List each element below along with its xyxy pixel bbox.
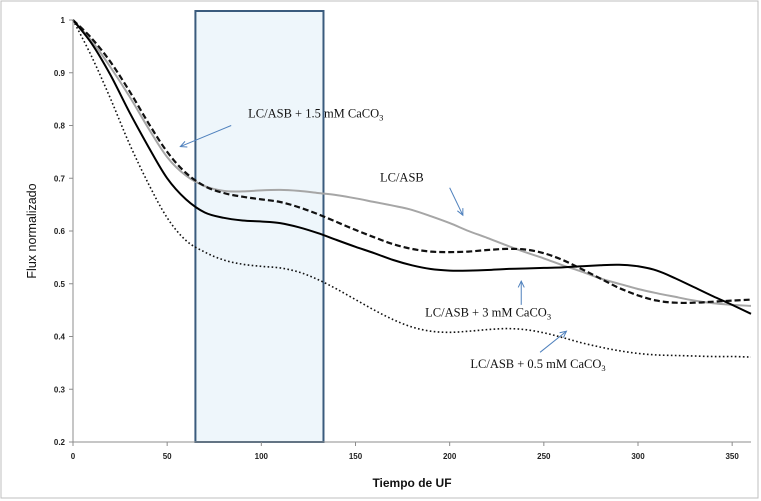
y-axis-title: Flux normalizado [25, 183, 39, 278]
y-tick-label: 0.6 [54, 227, 66, 236]
x-tick-label: 100 [255, 452, 269, 461]
series-line-4 [72, 19, 752, 358]
ticks-layer: 0 50 100 150 200 250 300 350 0.2 0.3 0.4 0.5 0.6 0.7 0… [54, 16, 740, 461]
x-tick-label: 150 [349, 452, 363, 461]
annotation-arrowhead [179, 141, 188, 148]
y-tick-label: 0.2 [54, 438, 66, 447]
y-tick-label: 0.8 [54, 122, 66, 131]
annotation-arrowhead [517, 279, 525, 288]
y-tick-label: 0.9 [54, 69, 66, 78]
x-tick-label: 200 [443, 452, 457, 461]
annotation-label: LC/ASB + 0.5 mM CaCO3 [470, 357, 605, 373]
x-axis-title: Tiempo de UF [372, 476, 451, 490]
y-tick-label: 0.7 [54, 174, 66, 183]
annotation-layer: LC/ASB + 1.5 mM CaCO3 LC/ASB LC/ASB + 3 mM… [179, 107, 606, 373]
series-line-1 [72, 19, 752, 307]
x-tick-label: 350 [725, 452, 739, 461]
y-tick-label: 0.3 [54, 385, 66, 394]
y-tick-label: 1 [61, 16, 66, 25]
annotation-label: LC/ASB + 3 mM CaCO3 [425, 305, 551, 321]
x-tick-label: 50 [163, 452, 172, 461]
series-line-2 [72, 19, 752, 305]
x-tick-label: 250 [537, 452, 551, 461]
series-layer [72, 19, 752, 358]
annotation-arrow [449, 187, 464, 216]
annotation-arrowhead [559, 330, 568, 338]
highlight-region-layer [194, 10, 325, 443]
y-tick-label: 0.5 [54, 280, 66, 289]
annotation-arrow [539, 330, 567, 353]
annotation-label: LC/ASB [380, 170, 424, 184]
y-tick-label: 0.4 [54, 333, 66, 342]
series-line-3 [72, 19, 752, 315]
annotation-label: LC/ASB + 1.5 mM CaCO3 [248, 107, 383, 123]
annotation-arrowhead [457, 208, 464, 217]
highlight-region [194, 10, 325, 443]
x-tick-label: 300 [631, 452, 645, 461]
x-tick-label: 0 [71, 452, 76, 461]
annotation-arrow [180, 125, 232, 148]
